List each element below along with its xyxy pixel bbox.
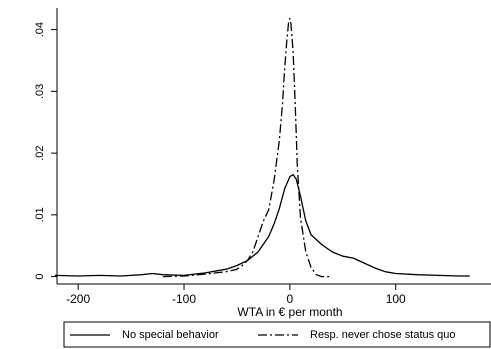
y-tick-label: .01	[34, 207, 46, 222]
y-tick-label: 0	[34, 274, 46, 280]
x-tick-label: 100	[386, 292, 406, 306]
legend-label-1: No special behavior	[122, 329, 219, 341]
y-tick-label: .02	[34, 145, 46, 160]
x-axis: -200-100010020	[57, 283, 491, 306]
x-tick-label: 0	[287, 292, 294, 306]
x-tick-label: -100	[172, 292, 196, 306]
y-tick-label: .03	[34, 84, 46, 99]
plot-area	[54, 17, 470, 278]
y-tick-label: .04	[34, 22, 46, 37]
x-axis-label: WTA in € per month	[237, 305, 342, 319]
series-line-2	[162, 17, 333, 278]
legend-label-2: Resp. never chose status quo	[310, 329, 456, 341]
legend: No special behavior Resp. never chose sta…	[63, 321, 491, 348]
series-line-1	[54, 174, 470, 277]
y-axis: 0 .01 .02 .03 .04	[34, 8, 58, 284]
x-tick-label: -200	[66, 292, 90, 306]
